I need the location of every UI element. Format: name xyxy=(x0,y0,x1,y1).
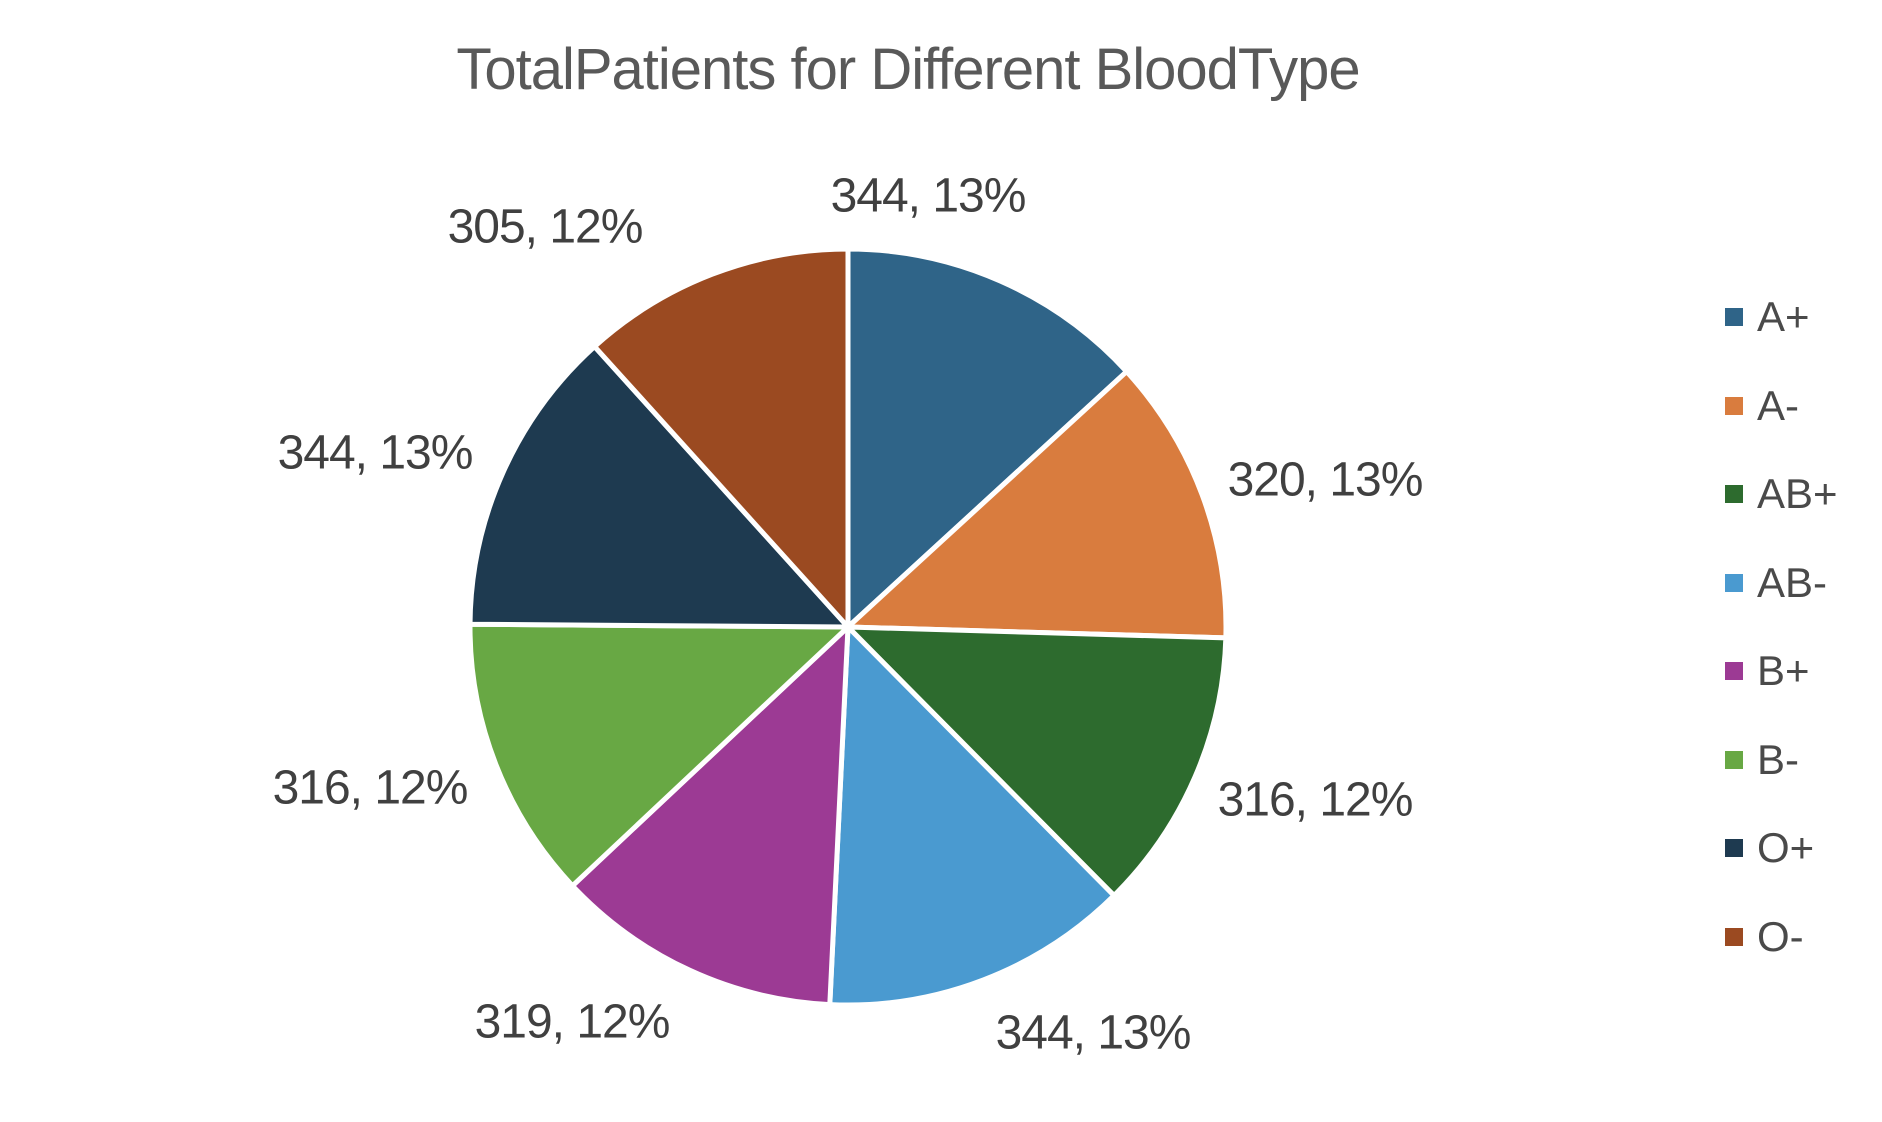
legend-label-O+: O+ xyxy=(1757,824,1815,872)
slice-label-AB+: 316, 12% xyxy=(1217,773,1414,827)
slice-label-A+: 344, 13% xyxy=(830,169,1027,223)
pie-slice-B-[interactable] xyxy=(467,621,851,889)
legend-swatch-O- xyxy=(1725,927,1743,946)
legend-swatch-B+ xyxy=(1725,662,1743,681)
legend-label-A-: A- xyxy=(1757,381,1799,429)
legend-item-O-[interactable]: O- xyxy=(1725,893,1838,982)
slice-label-B+: 319, 12% xyxy=(474,995,671,1049)
pie-slice-O+[interactable] xyxy=(467,344,851,630)
pie-slice-A-[interactable] xyxy=(845,369,1229,641)
slice-label-B-: 316, 12% xyxy=(272,761,469,815)
slice-label-O+: 344, 13% xyxy=(277,426,474,480)
chart-title: TotalPatients for Different BloodType xyxy=(456,37,1360,102)
legend-item-O+[interactable]: O+ xyxy=(1725,804,1838,893)
legend-swatch-A- xyxy=(1725,396,1743,415)
legend-swatch-B- xyxy=(1725,750,1743,769)
legend-item-A+[interactable]: A+ xyxy=(1725,273,1838,362)
legend-label-B+: B+ xyxy=(1757,647,1810,695)
legend-item-AB+[interactable]: AB+ xyxy=(1725,450,1838,539)
legend-label-O-: O- xyxy=(1757,912,1804,960)
slice-label-O-: 305, 12% xyxy=(447,200,644,254)
legend-item-B-[interactable]: B- xyxy=(1725,716,1838,805)
legend-item-B+[interactable]: B+ xyxy=(1725,627,1838,716)
pie-slice-A+[interactable] xyxy=(845,246,1130,630)
pie-slice-O-[interactable] xyxy=(592,246,851,630)
legend-label-A+: A+ xyxy=(1757,293,1810,341)
legend-swatch-AB- xyxy=(1725,573,1743,592)
pie-slice-B+[interactable] xyxy=(569,624,851,1008)
legend-swatch-AB+ xyxy=(1725,485,1743,504)
legend-label-B-: B- xyxy=(1757,735,1799,783)
legend-label-AB+: AB+ xyxy=(1757,470,1838,518)
slice-label-A-: 320, 13% xyxy=(1227,453,1424,507)
legend-label-AB-: AB- xyxy=(1757,558,1828,606)
legend-swatch-A+ xyxy=(1725,308,1743,327)
legend-swatch-O+ xyxy=(1725,839,1743,858)
legend: A+ A- AB+ AB- B+ B- O+ O- xyxy=(1725,273,1838,981)
legend-item-A-[interactable]: A- xyxy=(1725,362,1838,451)
legend-item-AB-[interactable]: AB- xyxy=(1725,539,1838,628)
pie-slice-AB+[interactable] xyxy=(845,624,1229,899)
slice-label-AB-: 344, 13% xyxy=(995,1006,1192,1060)
pie-slice-AB-[interactable] xyxy=(827,624,1117,1008)
